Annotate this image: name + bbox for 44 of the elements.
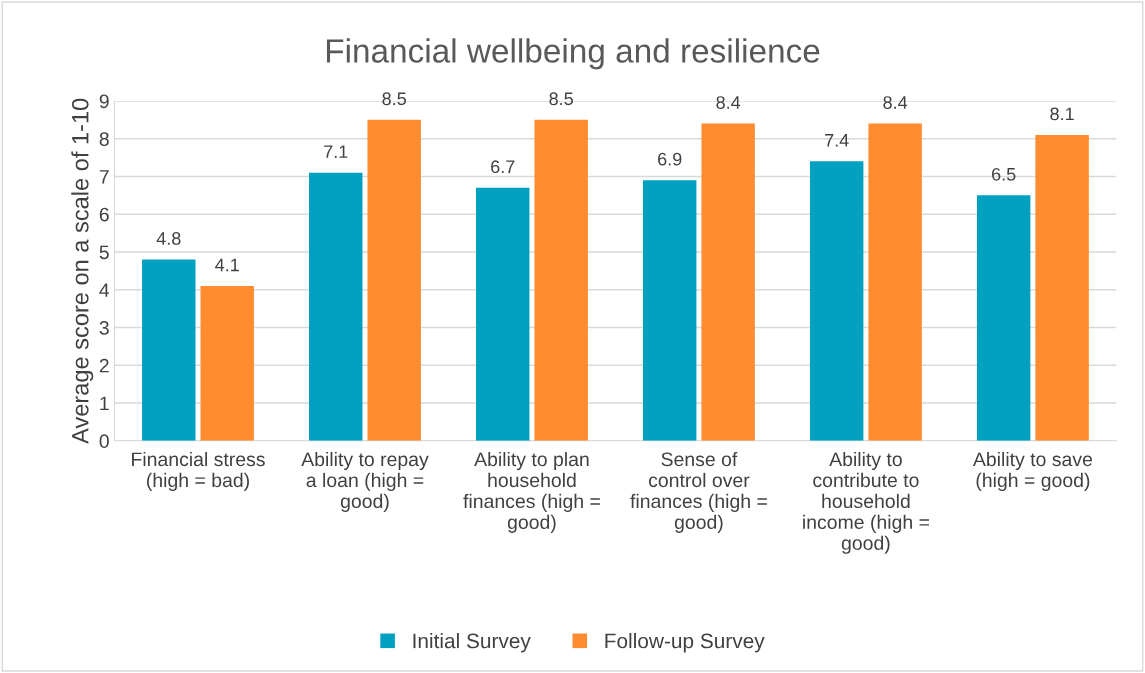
y-tick-label: 8 bbox=[99, 132, 109, 146]
chart-title: Financial wellbeing and resilience bbox=[326, 38, 820, 70]
y-axis-title: Average score on a scale of 1-10 bbox=[71, 98, 94, 444]
x-tick-label: Ability to save (high = good) bbox=[972, 451, 1092, 491]
bar bbox=[534, 119, 588, 441]
y-tick-label: 4 bbox=[99, 283, 110, 297]
data-label: 6.7 bbox=[491, 160, 515, 174]
y-tick-label: 1 bbox=[100, 396, 109, 411]
data-label: 8.1 bbox=[1050, 107, 1074, 121]
x-tick-label: Ability to repay a loan (high = good) bbox=[301, 451, 429, 512]
y-tick-label: 6 bbox=[99, 207, 109, 222]
bar bbox=[1035, 134, 1089, 441]
bar bbox=[701, 123, 755, 441]
legend-label: Initial Survey bbox=[413, 633, 531, 653]
data-label: 7.4 bbox=[825, 134, 849, 147]
data-label: 6.5 bbox=[992, 167, 1016, 181]
bar bbox=[476, 187, 530, 441]
bar bbox=[642, 180, 697, 441]
data-label: 4.8 bbox=[156, 232, 181, 245]
data-label: 8.5 bbox=[549, 92, 573, 106]
y-tick-label: 0 bbox=[99, 434, 109, 449]
data-label: 8.5 bbox=[382, 92, 406, 106]
bar bbox=[309, 172, 363, 441]
data-label: 6.9 bbox=[658, 152, 682, 166]
bar bbox=[200, 285, 254, 441]
bar bbox=[809, 161, 864, 441]
data-label: 8.4 bbox=[716, 96, 741, 109]
bar bbox=[868, 123, 922, 441]
legend-label: Follow-up Survey bbox=[605, 633, 765, 653]
x-tick-label: Financial stress (high = bad) bbox=[132, 451, 265, 491]
y-tick-label: 7 bbox=[99, 170, 109, 184]
y-tick-label: 5 bbox=[99, 245, 109, 260]
data-label: 4.1 bbox=[215, 258, 239, 272]
y-tick-label: 9 bbox=[99, 94, 109, 109]
x-tick-label: Ability to contribute to household income (high = good) bbox=[803, 451, 929, 554]
data-label: 8.4 bbox=[883, 96, 908, 109]
y-tick-label: 2 bbox=[99, 358, 109, 373]
bar bbox=[142, 259, 196, 441]
x-tick-label: Sense of control over finances (high = good) bbox=[630, 451, 767, 533]
x-tick-label: Ability to plan household finances (high = good) bbox=[463, 451, 600, 533]
bar bbox=[367, 119, 421, 441]
bar bbox=[976, 195, 1031, 441]
y-tick-label: 3 bbox=[99, 320, 109, 335]
data-label: 7.1 bbox=[324, 145, 348, 158]
